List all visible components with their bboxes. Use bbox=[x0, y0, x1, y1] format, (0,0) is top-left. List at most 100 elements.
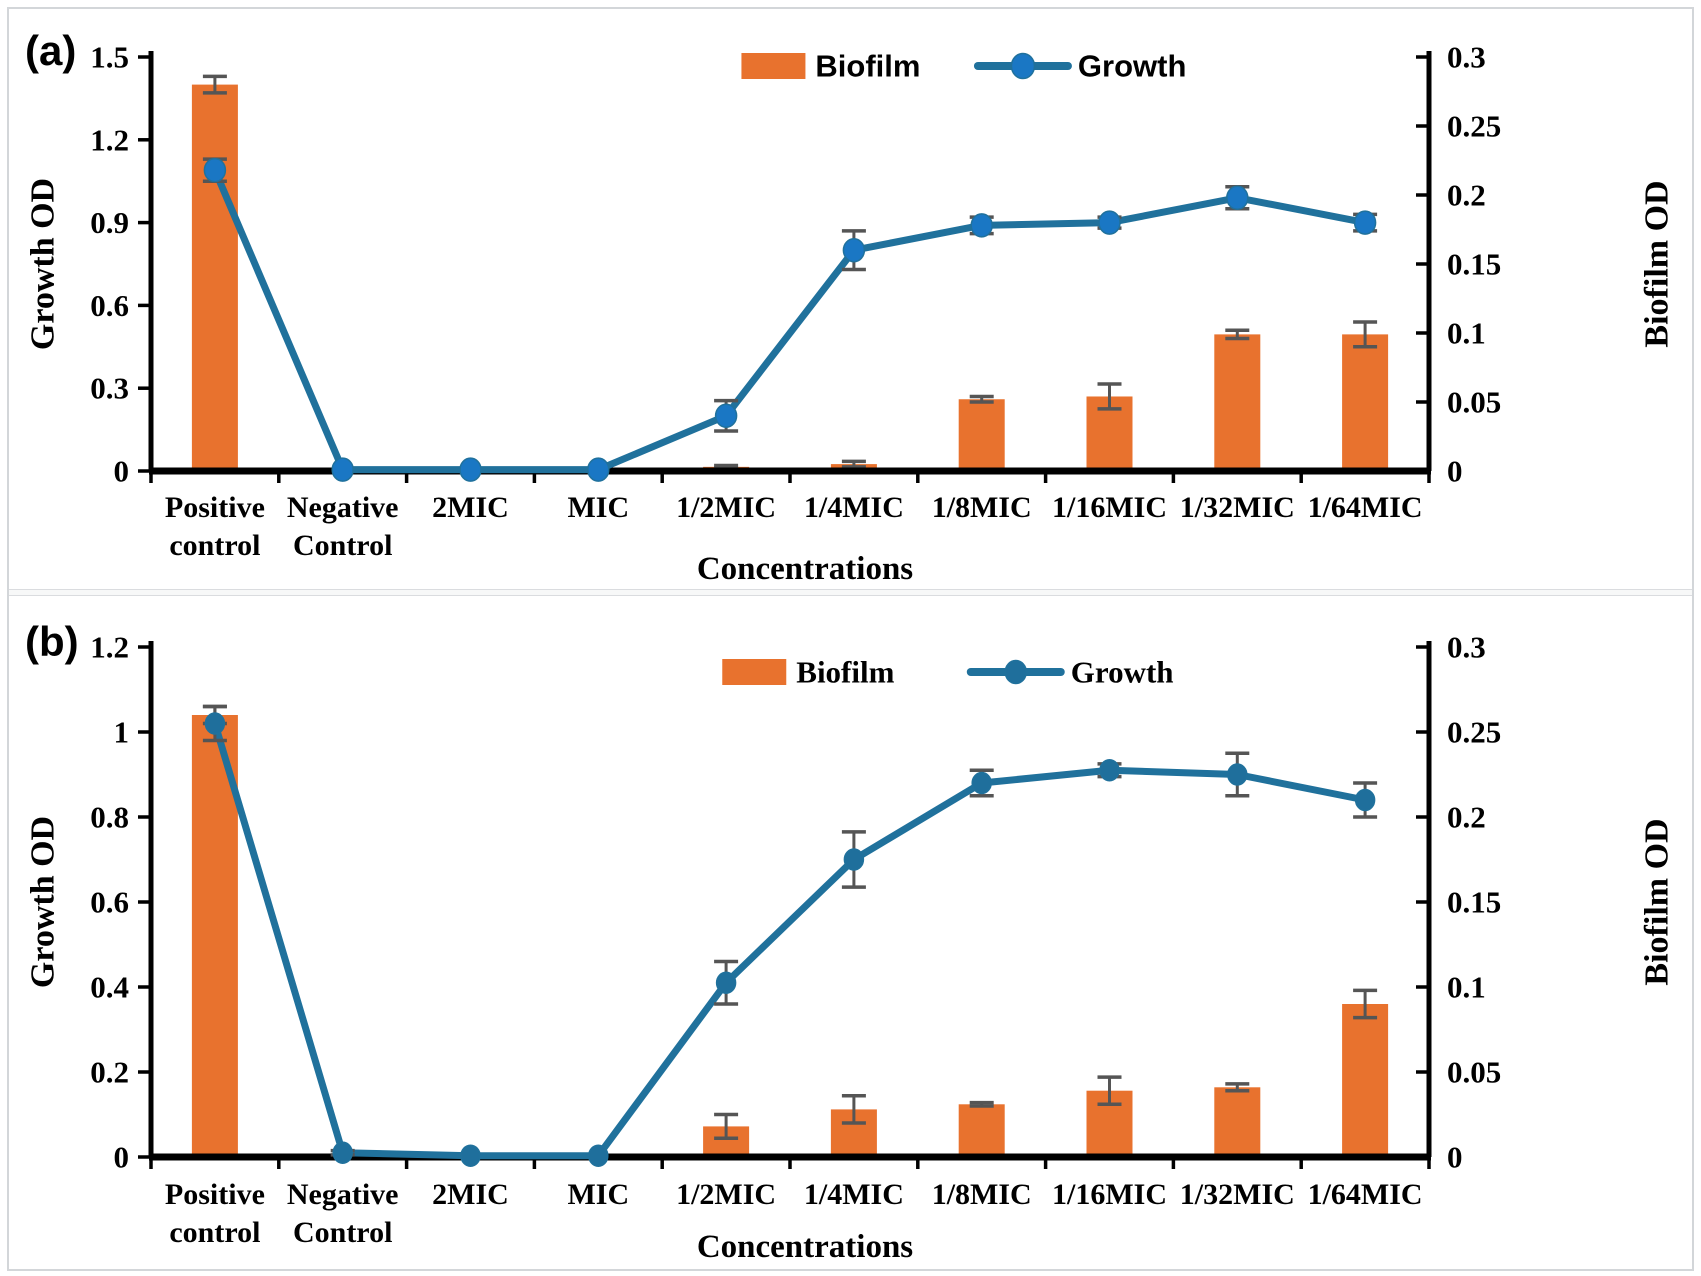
x-category-label: Control bbox=[293, 529, 392, 562]
right-axis-title: Biofilm OD bbox=[1639, 180, 1676, 347]
bar-0 bbox=[191, 84, 238, 471]
x-axis-title: Concentrations bbox=[697, 1229, 913, 1265]
right-axis-title: Biofilm OD bbox=[1639, 818, 1676, 985]
x-category-label: MIC bbox=[567, 491, 629, 524]
right-tick-label: 0 bbox=[1447, 454, 1463, 489]
growth-marker-9 bbox=[1353, 210, 1377, 235]
bar-0 bbox=[191, 715, 238, 1157]
right-tick-label: 0.05 bbox=[1447, 385, 1501, 420]
x-category-label: 1/8MIC bbox=[932, 491, 1032, 524]
right-tick-label: 0.1 bbox=[1447, 316, 1486, 351]
x-category-label: MIC bbox=[567, 1178, 629, 1211]
biofilm-error-bars bbox=[202, 74, 1378, 470]
panel-letter: (a) bbox=[25, 27, 76, 74]
left-tick-label: 0 bbox=[114, 1140, 130, 1175]
x-category-label: 1/64MIC bbox=[1308, 1178, 1423, 1211]
right-tick-label: 0.25 bbox=[1447, 715, 1501, 750]
x-category-label: 1/32MIC bbox=[1180, 1178, 1295, 1211]
bar-8 bbox=[1214, 334, 1261, 471]
left-axis-title: Growth OD bbox=[25, 816, 62, 988]
growth-marker-0 bbox=[204, 712, 226, 735]
x-category-label: 1/2MIC bbox=[676, 1178, 776, 1211]
bar-6 bbox=[958, 1104, 1005, 1157]
right-tick-label: 0.3 bbox=[1447, 630, 1486, 665]
bar-9 bbox=[1342, 1004, 1389, 1157]
x-category-label: Positive bbox=[165, 1178, 265, 1211]
x-category-label: Positive bbox=[165, 491, 265, 524]
growth-marker-7 bbox=[1098, 210, 1121, 235]
right-tick-label: 0.15 bbox=[1447, 885, 1501, 920]
panel-a: 0 0.3 0.6 0.9 1.2 1.5 0 0.05 0.1 0.15 0.2 0.25 0.3 Po… bbox=[9, 9, 1692, 589]
growth-marker-4 bbox=[714, 403, 738, 429]
chart-b-combo-chart: 0 0.2 0.4 0.6 0.8 1 1.2 0 0.05 0.1 0.15 0.2 0.25 0.3 P… bbox=[25, 618, 1676, 1265]
legend-growth-marker bbox=[1004, 659, 1028, 685]
right-tick-label: 0.15 bbox=[1447, 247, 1501, 282]
legend-biofilm-label: Biofilm bbox=[815, 49, 920, 84]
growth-marker-8 bbox=[1227, 763, 1248, 786]
panel-letter: (b) bbox=[25, 618, 79, 665]
right-tick-label: 0.1 bbox=[1447, 970, 1486, 1005]
right-tick-label: 0.25 bbox=[1447, 109, 1501, 144]
biofilm-bars bbox=[191, 84, 1389, 471]
x-category-label: Negative bbox=[287, 491, 399, 524]
growth-marker-4 bbox=[715, 971, 737, 994]
chart-a-combo-chart: 0 0.3 0.6 0.9 1.2 1.5 0 0.05 0.1 0.15 0.2 0.25 0.3 Po… bbox=[25, 27, 1676, 587]
legend-growth-label: Growth bbox=[1071, 655, 1174, 690]
growth-marker-2 bbox=[459, 457, 482, 482]
growth-line bbox=[211, 166, 1369, 474]
growth-marker-1 bbox=[332, 1141, 353, 1164]
bar-8 bbox=[1214, 1087, 1261, 1157]
growth-marker-2 bbox=[460, 1144, 481, 1167]
left-axis-title: Growth OD bbox=[25, 178, 62, 350]
left-tick-label: 1 bbox=[114, 715, 130, 750]
x-category-label: control bbox=[169, 1216, 260, 1249]
bar-6 bbox=[958, 399, 1005, 471]
right-tick-label: 0.3 bbox=[1447, 40, 1486, 75]
growth-marker-1 bbox=[331, 457, 354, 482]
x-category-label: 1/4MIC bbox=[804, 1178, 904, 1211]
x-axis-title: Concentrations bbox=[697, 551, 913, 587]
x-category-label: 1/4MIC bbox=[804, 491, 904, 524]
growth-markers bbox=[204, 712, 1376, 1167]
bar-9 bbox=[1342, 334, 1389, 471]
growth-marker-5 bbox=[842, 237, 866, 263]
legend-growth-label: Growth bbox=[1078, 49, 1187, 84]
left-tick-label: 0.3 bbox=[90, 371, 129, 406]
left-tick-label: 0 bbox=[114, 454, 130, 489]
left-tick-label: 0.6 bbox=[90, 885, 129, 920]
growth-marker-9 bbox=[1354, 788, 1376, 812]
legend-biofilm-label: Biofilm bbox=[796, 655, 894, 690]
left-tick-label: 0.9 bbox=[90, 205, 129, 240]
panel-b: 0 0.2 0.4 0.6 0.8 1 1.2 0 0.05 0.1 0.15 0.2 0.25 0.3 P… bbox=[9, 596, 1692, 1269]
left-tick-label: 0.6 bbox=[90, 288, 129, 323]
growth-markers bbox=[203, 157, 1377, 482]
legend-biofilm-swatch bbox=[741, 53, 806, 79]
legend-biofilm-swatch bbox=[722, 659, 787, 685]
x-category-label: 1/64MIC bbox=[1308, 491, 1423, 524]
axes bbox=[138, 641, 1432, 1169]
left-tick-label: 0.8 bbox=[90, 800, 129, 835]
left-tick-label: 0.4 bbox=[90, 970, 129, 1005]
biofilm-bars bbox=[191, 715, 1389, 1157]
growth-marker-0 bbox=[203, 157, 227, 183]
left-tick-label: 1.2 bbox=[90, 630, 129, 665]
growth-marker-3 bbox=[587, 457, 610, 482]
growth-error-bars bbox=[202, 157, 1378, 433]
left-tick-label: 0.2 bbox=[90, 1055, 129, 1090]
legend-growth-marker bbox=[1010, 52, 1036, 80]
growth-marker-5 bbox=[843, 848, 865, 871]
right-tick-label: 0.2 bbox=[1447, 178, 1486, 213]
growth-marker-6 bbox=[971, 771, 992, 795]
x-category-label: Control bbox=[293, 1216, 392, 1249]
growth-marker-3 bbox=[588, 1144, 609, 1167]
legend: Biofilm Growth bbox=[741, 49, 1186, 84]
panel-divider bbox=[9, 589, 1692, 596]
growth-line bbox=[211, 720, 1369, 1160]
right-tick-label: 0.2 bbox=[1447, 800, 1486, 835]
growth-marker-7 bbox=[1099, 759, 1120, 782]
x-category-label: 2MIC bbox=[432, 1178, 509, 1211]
x-category-label: 1/32MIC bbox=[1180, 491, 1295, 524]
right-tick-label: 0.05 bbox=[1447, 1055, 1501, 1090]
x-category-label: 1/8MIC bbox=[932, 1178, 1032, 1211]
left-tick-label: 1.2 bbox=[90, 122, 129, 157]
